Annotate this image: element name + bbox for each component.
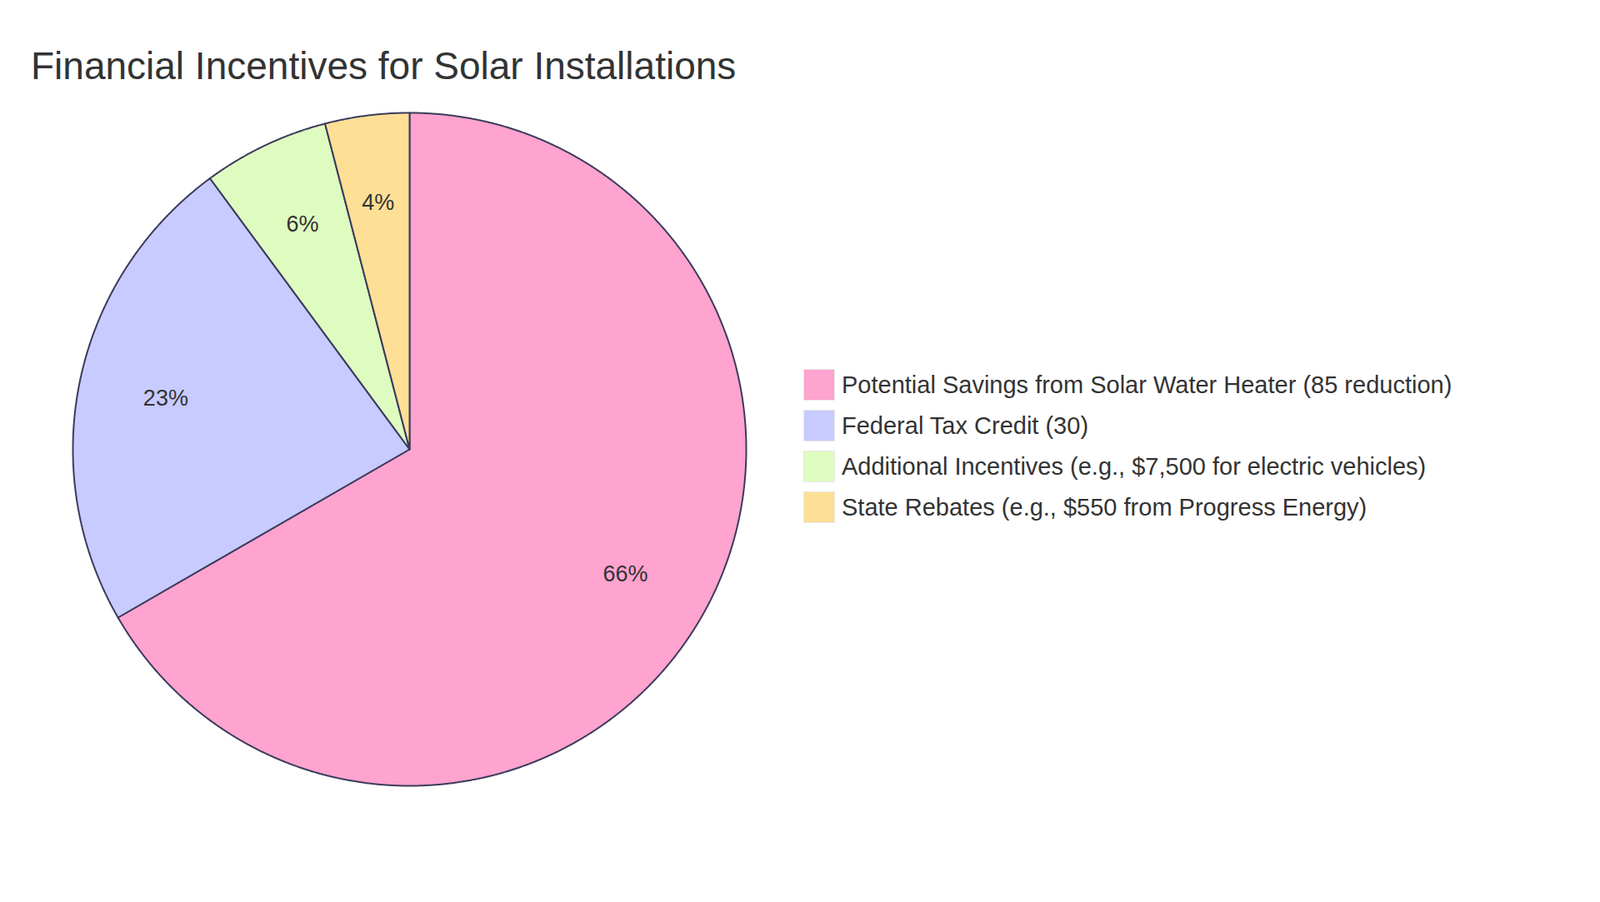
- svg-text:6%: 6%: [285, 211, 319, 237]
- html-text:Potential Savings from Solar W: Potential Savings from Solar Water Heate…: [841, 371, 1452, 398]
- svg-text:4%: 4%: [361, 190, 395, 215]
- html-text:Financial Incentives for Solar: Financial Incentives for Solar Installat…: [30, 44, 737, 88]
- html-text:Federal Tax Credit (30): Federal Tax Credit (30): [841, 412, 1089, 439]
- svg-text:23%: 23%: [143, 385, 189, 411]
- svg-text:66%: 66%: [602, 561, 648, 587]
- html-text:State Rebates (e.g., $550 from: State Rebates (e.g., $550 from Progress …: [841, 493, 1367, 521]
- html-text:Additional Incentives (e.g., $: Additional Incentives (e.g., $7,500 for …: [841, 452, 1426, 480]
